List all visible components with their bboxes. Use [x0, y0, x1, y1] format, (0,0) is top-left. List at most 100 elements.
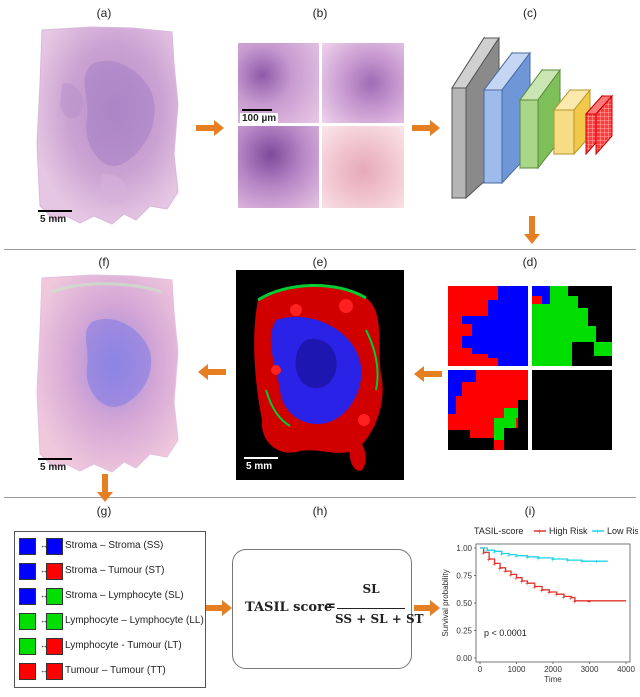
- arrow-h-to-i: [414, 600, 440, 616]
- legend-marker: +: [537, 527, 542, 536]
- panel-label-a: (a): [96, 6, 112, 20]
- legend-entry: Low Risk: [607, 526, 638, 536]
- row-divider-2: [4, 497, 636, 498]
- legend-label: Stroma – Lymphocyte (SL): [65, 590, 184, 601]
- panel-label-h: (h): [312, 504, 328, 518]
- tile-swatch-left: [19, 613, 36, 630]
- legend-title: TASIL-score: [474, 526, 523, 536]
- y-tick-label: 0.50: [456, 599, 472, 608]
- x-tick-label: 3000: [581, 665, 599, 674]
- double-arrow-icon: ↔: [40, 541, 48, 550]
- scale-label-e: 5 mm: [246, 461, 273, 472]
- scale-bar-e: [244, 457, 278, 459]
- formula-fraction-bar: [337, 608, 405, 609]
- y-axis-label: Survival probability: [441, 569, 450, 636]
- legend-label: Stroma – Tumour (ST): [65, 565, 165, 576]
- arrow-c-to-d: [524, 216, 540, 244]
- censor-mark: +: [532, 585, 536, 592]
- x-tick-label: 2000: [544, 665, 562, 674]
- censor-mark: +: [565, 558, 569, 565]
- p-value-annotation: p < 0.0001: [484, 628, 527, 638]
- scale-bar-b: [242, 109, 272, 111]
- censor-mark: +: [572, 599, 576, 606]
- censor-mark: +: [561, 594, 565, 601]
- tile-swatch-right: [46, 613, 63, 630]
- arrow-b-to-c: [412, 120, 440, 136]
- legend-row: ↔ Tumour – Tumour (TT): [19, 663, 205, 681]
- censor-mark: +: [498, 566, 502, 573]
- legend-row: ↔ Lymphocyte - Tumour (LT): [19, 638, 205, 656]
- tile-swatch-left: [19, 638, 36, 655]
- double-arrow-icon: ↔: [40, 666, 48, 675]
- whole-slide-image: [36, 26, 179, 225]
- censor-mark: +: [492, 561, 496, 568]
- y-tick-label: 0.75: [456, 572, 472, 581]
- tasil-formula-box: TASIL score = SL SS + SL + ST: [232, 549, 424, 669]
- survival-curve: [480, 547, 608, 562]
- legend-row: ↔ Lymphocyte – Lymphocyte (LL): [19, 613, 205, 631]
- y-tick-label: 0.25: [456, 627, 472, 636]
- scale-bar-a: [38, 210, 72, 212]
- row-divider-1: [4, 249, 636, 250]
- censor-mark: +: [481, 550, 485, 557]
- censor-mark: +: [540, 588, 544, 595]
- scale-label-a: 5 mm: [40, 214, 67, 225]
- x-tick-label: 4000: [617, 665, 635, 674]
- censor-mark: +: [580, 559, 584, 566]
- censor-mark: +: [547, 590, 551, 597]
- legend-entry: High Risk: [549, 526, 588, 536]
- formula-label: TASIL score: [245, 600, 333, 615]
- panel-label-d: (d): [522, 255, 538, 269]
- cnn-architecture: [451, 36, 614, 200]
- tile-swatch-right: [46, 638, 63, 655]
- patch-4: [322, 126, 404, 208]
- y-tick-label: 0.00: [456, 654, 472, 663]
- censor-mark: +: [569, 596, 573, 603]
- x-axis-label: Time: [544, 675, 562, 684]
- tile-swatch-left: [19, 538, 36, 555]
- censor-mark: +: [485, 548, 489, 555]
- patch-1: [238, 43, 319, 123]
- panel-label-i: (i): [524, 504, 536, 518]
- formula-numerator: SL: [362, 582, 380, 596]
- double-arrow-icon: ↔: [40, 566, 48, 575]
- x-tick-label: 0: [478, 665, 483, 674]
- scale-label-b: 100 µm: [240, 113, 279, 124]
- y-tick-label: 1.00: [456, 544, 472, 553]
- tile-swatch-right: [46, 663, 63, 680]
- panel-label-g: (g): [96, 504, 112, 518]
- censor-mark: +: [525, 555, 529, 562]
- censor-mark: +: [594, 559, 598, 566]
- legend-row: ↔ Stroma – Lymphocyte (SL): [19, 588, 205, 606]
- legend-label: Lymphocyte – Lymphocyte (LL): [65, 615, 204, 626]
- censor-mark: +: [499, 552, 503, 559]
- panel-label-c: (c): [523, 6, 537, 20]
- legend-marker: +: [595, 527, 600, 536]
- double-arrow-icon: ↔: [40, 616, 48, 625]
- censor-mark: +: [519, 579, 523, 586]
- censor-mark: +: [492, 549, 496, 556]
- arrow-a-to-b: [196, 120, 224, 136]
- legend-label: Stroma – Stroma (SS): [65, 540, 164, 551]
- segmentation-grid: [448, 286, 612, 450]
- tile-swatch-left: [19, 588, 36, 605]
- legend-label: Lymphocyte - Tumour (LT): [65, 640, 182, 651]
- formula-denominator: SS + SL + ST: [335, 612, 424, 626]
- tile-swatch-right: [46, 588, 63, 605]
- censor-mark: +: [554, 592, 558, 599]
- patch-grid: [238, 43, 404, 208]
- overlay-slide-image: [36, 274, 179, 473]
- censor-mark: +: [503, 569, 507, 576]
- tile-swatch-right: [46, 563, 63, 580]
- formula-equals: =: [325, 599, 336, 614]
- double-arrow-icon: ↔: [40, 641, 48, 650]
- censor-mark: +: [514, 576, 518, 583]
- scale-label-f: 5 mm: [40, 462, 67, 473]
- panel-label-f: (f): [98, 255, 110, 269]
- legend-label: Tumour – Tumour (TT): [65, 665, 166, 676]
- censor-mark: +: [587, 599, 591, 606]
- legend-row: ↔ Stroma – Stroma (SS): [19, 538, 205, 556]
- arrow-e-to-f: [198, 364, 226, 380]
- x-tick-label: 1000: [508, 665, 526, 674]
- double-arrow-icon: ↔: [40, 591, 48, 600]
